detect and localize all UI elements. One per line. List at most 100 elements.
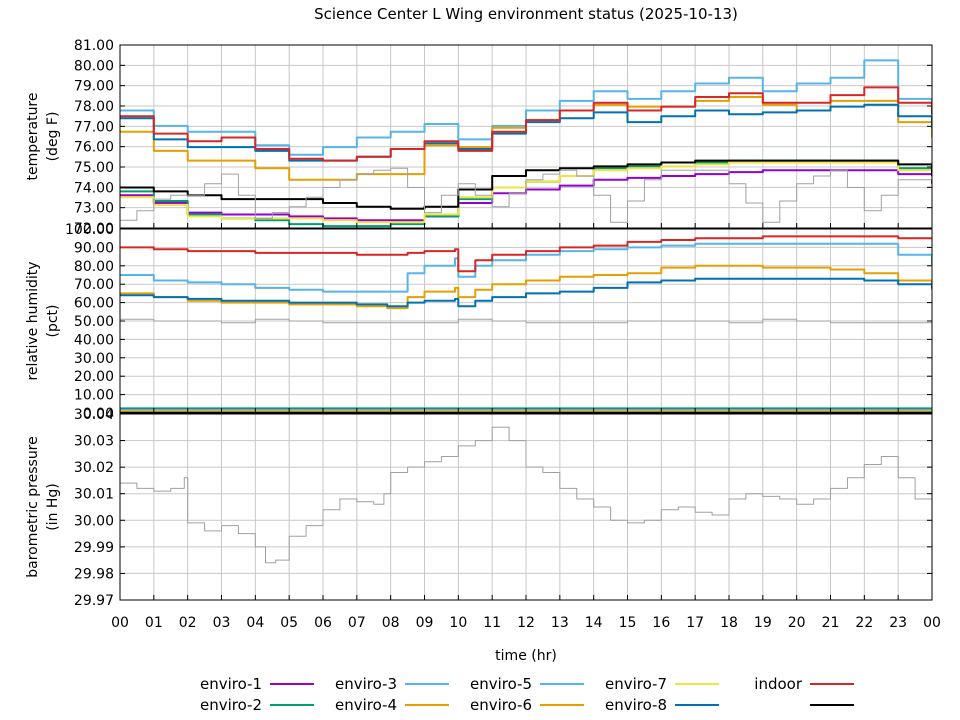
legend-entry: enviro-1 [200, 675, 314, 693]
legend-entry: enviro-7 [605, 675, 719, 693]
y-tick-label: 75.00 [74, 160, 114, 176]
panel-pressure: 29.97 29.98 29.99 30.00 30.01 30.02 30.03 30.04… [25, 407, 933, 609]
y-tick-label: 10.00 [74, 388, 114, 404]
y-tick-label: 74.00 [74, 180, 114, 196]
y-axis-label-line: (in Hg) [45, 483, 61, 531]
y-tick-label: 72.00 [74, 221, 114, 237]
y-tick-label: 81.00 [74, 38, 114, 54]
y-tick-label: 29.99 [74, 540, 114, 556]
y-tick-label: 90.00 [74, 240, 114, 256]
x-tick-label: 18 [720, 615, 738, 631]
legend-label: enviro-7 [605, 675, 667, 693]
y-axis-label-line: relative humidity [25, 261, 41, 380]
legend-label: enviro-6 [470, 696, 532, 714]
series-line-humidity-indoor [120, 318, 932, 324]
x-tick-label: 03 [213, 615, 231, 631]
panel-temperature: 72.00 73.00 74.00 75.00 76.00 77.00 78.00 79.00… [25, 38, 933, 237]
y-axis-label-line: temperature [25, 93, 41, 181]
series-group [120, 59, 932, 228]
chart-title: Science Center L Wing environment status… [314, 5, 738, 23]
legend-label: enviro-1 [200, 675, 262, 693]
y-tick-label: 29.98 [74, 566, 114, 582]
x-tick-label: 16 [652, 615, 670, 631]
series-line-temperature-enviro-3 [120, 59, 932, 156]
y-tick-label: 30.00 [74, 513, 114, 529]
y-tick-label: 78.00 [74, 99, 114, 115]
y-axis-label-line: (deg F) [45, 112, 61, 162]
x-tick-label: 05 [280, 615, 298, 631]
legend-label: enviro-5 [470, 675, 532, 693]
x-tick-label: 02 [179, 615, 197, 631]
legend-label: indoor [754, 675, 803, 693]
y-tick-label: 80.00 [74, 58, 114, 74]
y-axis-label-temperature: temperature (deg F) [25, 93, 61, 181]
y-tick-label: 50.00 [74, 314, 114, 330]
series-line-temperature-enviro-8 [120, 159, 932, 210]
x-tick-label: 21 [822, 615, 840, 631]
x-tick-label: 00 [923, 615, 941, 631]
x-tick-label: 07 [348, 615, 366, 631]
legend-label: enviro-2 [200, 696, 262, 714]
y-tick-label: 40.00 [74, 332, 114, 348]
y-tick-label: 30.01 [74, 487, 114, 503]
x-tick-label: 08 [382, 615, 400, 631]
legend-entry: enviro-2 [200, 696, 314, 714]
x-tick-label: 20 [788, 615, 806, 631]
series-line-humidity-enviro-6 [120, 277, 932, 308]
panel-humidity: 0.00 10.00 20.00 30.00 40.00 50.00 60.00 70.00 8… [25, 222, 933, 422]
legend-label: enviro-3 [335, 675, 397, 693]
y-tick-label: 80.00 [74, 259, 114, 275]
x-tick-label: 01 [145, 615, 163, 631]
x-tick-label: 11 [483, 615, 501, 631]
y-tick-label: 20.00 [74, 369, 114, 385]
y-tick-label: 77.00 [74, 119, 114, 135]
x-tick-label: 23 [889, 615, 907, 631]
y-tick-label: 30.00 [74, 351, 114, 367]
y-tick-label: 76.00 [74, 140, 114, 156]
legend-label: enviro-4 [335, 696, 397, 714]
y-axis-label-humidity: relative humidity (pct) [25, 261, 61, 380]
legend-entry: enviro-5 [470, 675, 584, 693]
x-tick-label: 13 [551, 615, 569, 631]
x-tick-label: 22 [855, 615, 873, 631]
series-line-humidity-enviro-7 [120, 235, 932, 273]
series-line-pressure-indoor [120, 426, 932, 564]
legend-entry: enviro-6 [470, 696, 584, 714]
y-tick-label: 79.00 [74, 79, 114, 95]
x-tick-label: 15 [619, 615, 637, 631]
legend-entry: enviro-4 [335, 696, 449, 714]
legend-entry: enviro-3 [335, 675, 449, 693]
y-tick-label: 73.00 [74, 201, 114, 217]
y-tick-label: 30.03 [74, 434, 114, 450]
x-tick-label: 00 [111, 615, 129, 631]
y-tick-label: 70.00 [74, 277, 114, 293]
x-tick-label: 19 [754, 615, 772, 631]
y-tick-label: 100.00 [65, 222, 114, 238]
x-tick-label: 10 [449, 615, 467, 631]
legend: enviro-1 enviro-2 enviro-3 enviro-4 enviro-5… [200, 675, 854, 714]
x-tick-label: 17 [686, 615, 704, 631]
chart-panels: 72.00 73.00 74.00 75.00 76.00 77.00 78.00 79.00… [25, 38, 933, 609]
y-tick-label: 30.02 [74, 460, 114, 476]
y-tick-label: 29.97 [74, 593, 114, 609]
y-axis-label-line: (pct) [45, 305, 61, 338]
x-axis-ticks: 00 01 02 03 04 05 06 07 08 09 10 11 12 13 14 15 16 17 18 19… [111, 615, 941, 631]
x-tick-label: 12 [517, 615, 535, 631]
series-line-temperature-enviro-6 [120, 103, 932, 162]
series-line-temperature-indoor [120, 167, 932, 223]
legend-entry: enviro-8 [605, 696, 719, 714]
y-tick-label: 0.00 [83, 406, 114, 422]
y-axis-label-line: barometric pressure [25, 436, 41, 577]
y-tick-label: 30.04 [74, 407, 114, 423]
y-axis-label-pressure: barometric pressure (in Hg) [25, 436, 61, 577]
series-group [120, 426, 932, 564]
x-tick-label: 14 [585, 615, 603, 631]
x-tick-label: 09 [416, 615, 434, 631]
series-line-temperature-enviro-7 [120, 86, 932, 162]
x-axis-label: time (hr) [495, 648, 557, 664]
x-tick-label: 04 [246, 615, 264, 631]
y-tick-label: 60.00 [74, 296, 114, 312]
legend-entry: indoor [754, 675, 854, 693]
x-tick-label: 06 [314, 615, 332, 631]
